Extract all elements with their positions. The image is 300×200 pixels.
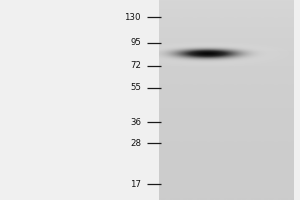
Text: 36: 36 [130, 118, 141, 127]
Text: 17: 17 [130, 180, 141, 189]
Text: 72: 72 [130, 61, 141, 70]
Text: 28: 28 [130, 139, 141, 148]
Text: 130: 130 [124, 13, 141, 22]
Text: 95: 95 [130, 38, 141, 47]
Text: 55: 55 [130, 83, 141, 92]
